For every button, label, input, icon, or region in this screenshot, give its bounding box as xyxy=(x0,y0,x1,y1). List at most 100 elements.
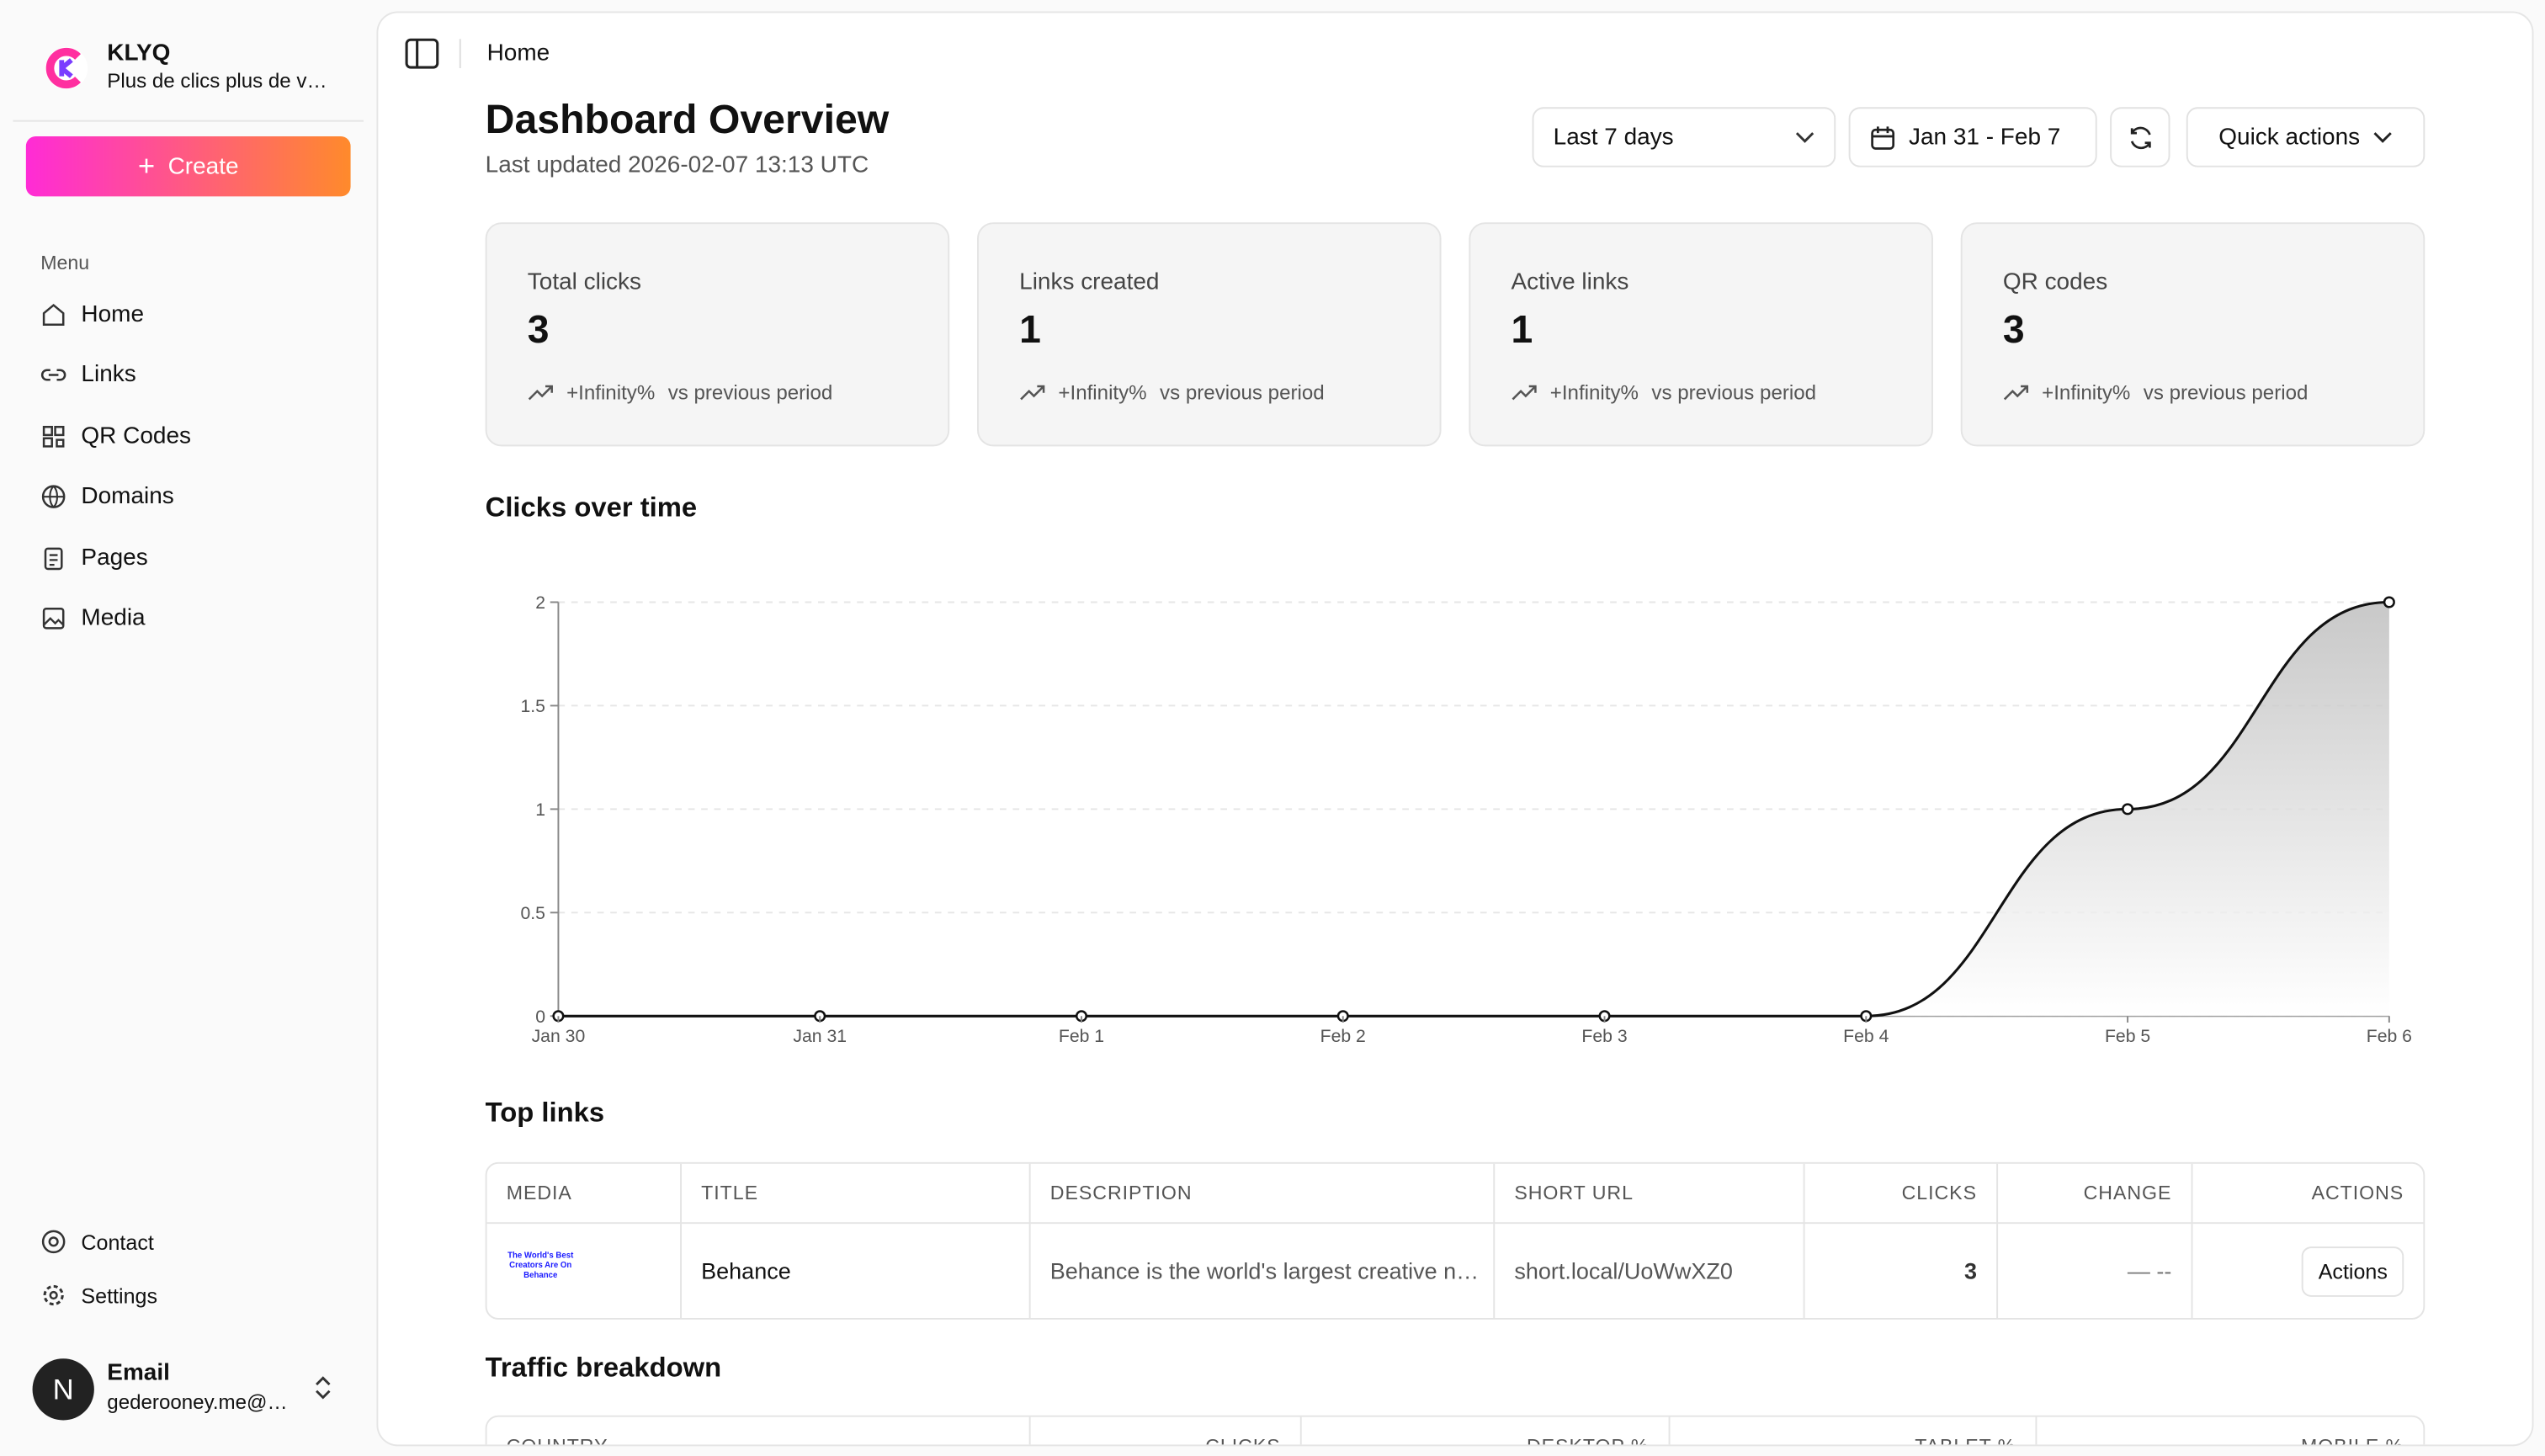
stat-card: Active links 1 +Infinity% vs previous perio… xyxy=(1469,222,1933,447)
column-header: MOBILE % xyxy=(2037,1417,2423,1445)
menu-label: Links xyxy=(81,362,136,389)
stat-label: Links created xyxy=(1019,269,1160,295)
y-tick-label: 2 xyxy=(535,593,545,613)
menu-item[interactable]: Pages xyxy=(40,545,148,571)
x-tick-label: Feb 3 xyxy=(1581,1027,1627,1046)
traffic-title: Traffic breakdown xyxy=(485,1352,722,1384)
menu-label: QR Codes xyxy=(81,422,191,449)
create-button[interactable]: + Create xyxy=(25,136,351,197)
sidebar-toggle[interactable] xyxy=(404,35,439,71)
change-note: vs previous period xyxy=(667,381,833,405)
column-header: CHANGE xyxy=(1998,1163,2193,1225)
page-title: Dashboard Overview xyxy=(485,97,890,143)
menu-label: Home xyxy=(81,301,145,328)
menu-item[interactable]: Links xyxy=(40,363,136,389)
column-header: SHORT URL xyxy=(1495,1163,1805,1225)
y-tick-label: 1 xyxy=(535,800,545,820)
menu-item[interactable]: Domains xyxy=(40,484,174,510)
menu-label: Menu xyxy=(40,251,90,274)
trend-icon xyxy=(1512,385,1537,401)
stat-change: +Infinity% vs previous period xyxy=(2003,381,2309,405)
main-panel: Home Dashboard Overview Last updated 202… xyxy=(378,13,2532,1445)
actions-cell: Actions xyxy=(2192,1224,2423,1318)
column-header: TABLET % xyxy=(1670,1416,2038,1445)
menu-icon xyxy=(40,369,66,382)
top-links-table: MEDIA TITLE DESCRIPTION SHORT URL CLICKS CHAN… xyxy=(485,1161,2425,1320)
user-name: Email xyxy=(107,1360,170,1386)
menu-label: Media xyxy=(81,605,146,632)
point xyxy=(2383,596,2395,608)
stat-value: 1 xyxy=(1511,308,1533,353)
menu-icon xyxy=(41,485,66,509)
brand: KLYQ xyxy=(107,40,171,67)
quick-actions-button[interactable]: Quick actions xyxy=(2186,107,2425,167)
refresh-button[interactable] xyxy=(2110,107,2170,167)
stat-change: +Infinity% vs previous period xyxy=(1019,381,1325,404)
logo xyxy=(45,46,88,90)
chart-title: Clicks over time xyxy=(485,492,698,523)
x-tick-label: Feb 1 xyxy=(1059,1027,1104,1046)
period-select[interactable]: Last 7 days xyxy=(1532,107,1836,167)
tagline: Plus de clics plus de v… xyxy=(107,69,327,93)
menu-icon xyxy=(44,546,63,570)
media-thumbnail: The World's Best Creators Are On Behance xyxy=(507,1251,574,1281)
traffic-table: COUNTRYCLICKSDESKTOP %TABLET %MOBILE % xyxy=(485,1415,2425,1445)
change-note: vs previous period xyxy=(2143,381,2309,405)
change-value: +Infinity% xyxy=(566,381,656,405)
column-header: MEDIA xyxy=(486,1163,682,1225)
last-updated: Last updated 2026-02-07 13:13 UTC xyxy=(485,152,869,179)
trend-icon xyxy=(2003,385,2029,401)
menu-item[interactable]: QR Codes xyxy=(40,423,191,449)
period-label: Last 7 days xyxy=(1553,124,1674,151)
column-header: CLICKS xyxy=(1804,1163,1999,1225)
trend-icon xyxy=(1020,385,1045,401)
area xyxy=(558,602,2389,1017)
settings-label: Settings xyxy=(81,1283,158,1308)
y-tick-label: 0.5 xyxy=(521,904,545,923)
stat-card: Total clicks 3 +Infinity% vs previous perio… xyxy=(485,222,950,447)
stat-change: +Infinity% vs previous period xyxy=(1511,381,1816,404)
quick-actions-label: Quick actions xyxy=(2218,124,2361,151)
column-header: DESKTOP % xyxy=(1302,1416,1671,1445)
column-header: DESCRIPTION xyxy=(1030,1163,1496,1225)
menu-label: Domains xyxy=(81,484,174,510)
clicks-cell: 3 xyxy=(1805,1224,1999,1318)
x-tick-label: Feb 4 xyxy=(1843,1027,1889,1046)
menu-icon xyxy=(42,425,65,448)
trend-icon xyxy=(528,385,553,401)
change-value: +Infinity% xyxy=(1058,381,1147,405)
x-tick-label: Jan 30 xyxy=(532,1027,586,1046)
divider xyxy=(13,120,364,122)
title-cell: Behance xyxy=(682,1224,1031,1318)
x-tick-label: Feb 5 xyxy=(2105,1027,2150,1046)
actions-button[interactable]: Actions xyxy=(2302,1246,2404,1296)
create-label: Create xyxy=(167,153,239,180)
date-range-button[interactable]: Jan 31 - Feb 7 xyxy=(1848,107,2097,167)
menu-item[interactable]: Media xyxy=(40,605,146,632)
y-tick-label: 1.5 xyxy=(521,697,545,716)
user-menu-icon[interactable] xyxy=(313,1374,332,1400)
column-header: COUNTRY xyxy=(487,1416,1031,1445)
stat-label: Total clicks xyxy=(527,269,641,295)
divider xyxy=(459,39,461,68)
settings-link[interactable]: Settings xyxy=(40,1283,157,1309)
menu-icon xyxy=(42,607,65,630)
media-cell: The World's Best Creators Are On Behance xyxy=(487,1224,682,1318)
menu-label: Pages xyxy=(81,545,148,571)
breadcrumb: Home xyxy=(486,40,550,67)
change-note: vs previous period xyxy=(1160,381,1325,405)
change-value: +Infinity% xyxy=(1549,381,1639,405)
contact-link[interactable]: Contact xyxy=(40,1229,154,1255)
menu-item[interactable]: Home xyxy=(40,302,144,328)
stat-value: 3 xyxy=(2002,308,2025,353)
avatar[interactable]: N xyxy=(32,1358,94,1421)
table-row[interactable]: The World's Best Creators Are On Behance… xyxy=(487,1224,2424,1318)
change-note: vs previous period xyxy=(1651,381,1817,405)
contact-label: Contact xyxy=(81,1229,154,1254)
y-tick-label: 0 xyxy=(535,1007,545,1027)
menu-icon xyxy=(42,303,65,326)
short-url-cell: short.local/UoWwXZ0 xyxy=(1495,1224,1805,1318)
x-tick-label: Feb 2 xyxy=(1320,1027,1366,1046)
